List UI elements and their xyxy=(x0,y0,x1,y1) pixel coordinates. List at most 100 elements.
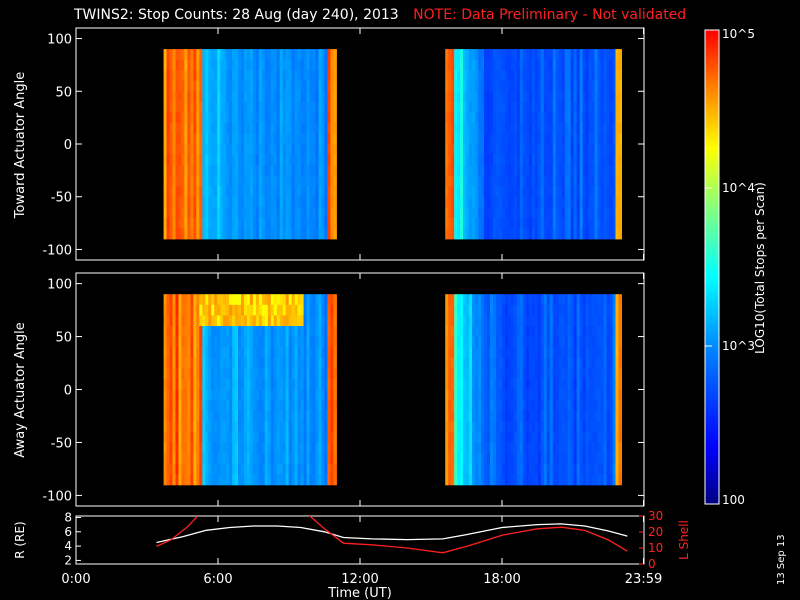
heatmap-cell xyxy=(333,49,337,61)
heatmap-cell xyxy=(163,474,168,486)
heatmap-cell xyxy=(481,217,485,229)
heatmap-cell xyxy=(534,442,539,454)
heatmap-cell xyxy=(309,347,313,359)
heatmap-cell xyxy=(510,431,515,443)
heatmap-cell xyxy=(282,389,287,401)
heatmap-cell xyxy=(303,207,308,219)
heatmap-cell xyxy=(615,49,619,61)
heatmap-cell xyxy=(252,112,257,124)
heatmap-cell xyxy=(484,101,488,113)
heatmap-cell xyxy=(223,101,227,113)
heatmap-cell xyxy=(612,410,617,422)
heatmap-cell xyxy=(255,165,260,177)
heatmap-cell xyxy=(457,101,461,113)
heatmap-cell xyxy=(261,410,266,422)
heatmap-cell xyxy=(496,315,500,327)
heatmap-cell xyxy=(279,186,284,198)
heatmap-cell xyxy=(519,91,524,103)
heatmap-cell xyxy=(190,207,194,219)
heatmap-cell xyxy=(552,389,557,401)
heatmap-cell xyxy=(163,463,168,475)
heatmap-cell xyxy=(294,175,299,187)
heatmap-cell xyxy=(594,474,599,486)
heatmap-cell xyxy=(199,196,203,208)
heatmap-cell xyxy=(537,186,542,198)
heatmap-cell xyxy=(493,165,497,177)
heatmap-cell xyxy=(187,304,191,316)
heatmap-cell xyxy=(457,474,461,486)
heatmap-cell xyxy=(252,442,257,454)
heatmap-cell xyxy=(505,165,509,177)
heatmap-cell xyxy=(570,70,575,82)
heatmap-cell xyxy=(306,175,310,187)
heatmap-cell xyxy=(475,228,479,240)
heatmap-cell xyxy=(522,175,527,187)
heatmap-cell xyxy=(552,315,557,327)
heatmap-cell xyxy=(502,112,506,124)
heatmap-cell xyxy=(609,207,614,219)
heatmap-cell xyxy=(270,410,275,422)
heatmap-cell xyxy=(513,207,518,219)
heatmap-cell xyxy=(330,294,334,306)
heatmap-cell xyxy=(546,389,551,401)
heatmap-cell xyxy=(615,368,619,380)
heatmap-cell xyxy=(564,175,569,187)
heatmap-cell xyxy=(561,357,566,369)
heatmap-cell xyxy=(540,154,545,166)
heatmap-cell xyxy=(282,154,287,166)
heatmap-cell xyxy=(558,315,563,327)
heatmap-cell xyxy=(585,336,590,348)
heatmap-cell xyxy=(600,196,605,208)
heatmap-cell xyxy=(513,347,518,359)
heatmap-cell xyxy=(457,336,461,348)
heatmap-cell xyxy=(454,196,458,208)
heatmap-cell xyxy=(235,357,239,369)
heatmap-cell xyxy=(205,186,209,198)
heatmap-cell xyxy=(318,304,322,316)
heatmap-cell xyxy=(448,122,452,134)
heatmap-cell xyxy=(505,133,509,145)
heatmap-cell xyxy=(525,336,530,348)
heatmap-cell xyxy=(567,431,572,443)
heatmap-cell xyxy=(567,389,572,401)
heatmap-cell xyxy=(169,326,173,338)
heatmap-cell xyxy=(199,431,203,443)
heatmap-cell xyxy=(166,70,170,82)
heatmap-cell xyxy=(330,326,334,338)
heatmap-cell xyxy=(241,378,245,390)
heatmap-cell xyxy=(226,326,230,338)
heatmap-cell xyxy=(522,122,527,134)
heatmap-cell xyxy=(510,421,515,433)
heatmap-cell xyxy=(472,453,476,465)
heatmap-cell xyxy=(585,122,590,134)
heatmap-cell xyxy=(264,228,269,240)
heatmap-cell xyxy=(499,347,503,359)
heatmap-cell xyxy=(300,91,305,103)
heatmap-cell xyxy=(273,294,278,306)
heatmap-cell xyxy=(229,421,233,433)
heatmap-cell xyxy=(463,217,467,229)
heatmap-cell xyxy=(603,378,608,390)
heatmap-cell xyxy=(546,175,551,187)
heatmap-cell xyxy=(448,144,452,155)
heatmap-cell xyxy=(490,410,494,422)
heatmap-cell xyxy=(232,421,236,433)
heatmap-cell xyxy=(549,368,554,380)
heatmap-cell xyxy=(499,122,503,134)
heatmap-cell xyxy=(543,59,548,71)
heatmap-cell xyxy=(561,442,566,454)
heatmap-cell xyxy=(324,315,328,327)
heatmap-cell xyxy=(588,304,593,316)
heatmap-cell xyxy=(255,378,260,390)
heatmap-cell xyxy=(481,421,485,433)
heatmap-cell xyxy=(502,453,506,465)
heatmap-cell xyxy=(294,70,299,82)
heatmap-cell xyxy=(552,463,557,475)
heatmap-cell xyxy=(481,347,485,359)
heatmap-cell xyxy=(202,133,206,145)
heatmap-cell xyxy=(579,389,584,401)
heatmap-cell xyxy=(202,49,206,61)
heatmap-cell xyxy=(184,389,188,401)
heatmap-cell xyxy=(220,304,224,316)
heatmap-cell xyxy=(508,357,512,369)
